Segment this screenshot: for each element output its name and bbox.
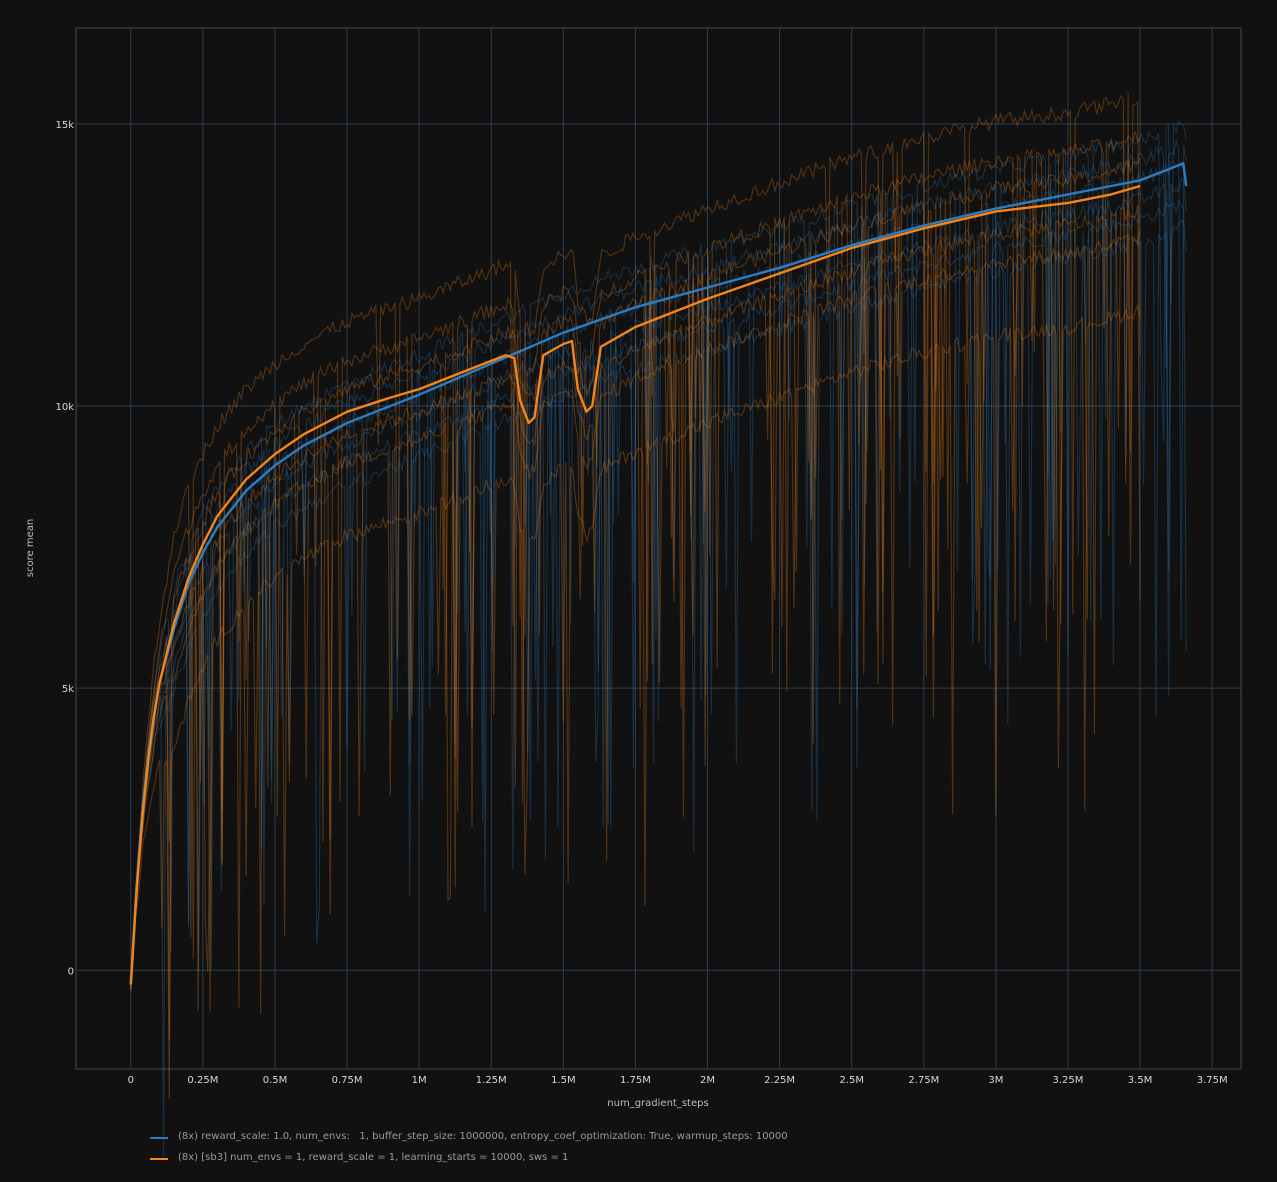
- x-tick-label: 0.75M: [332, 1075, 363, 1086]
- legend: (8x) reward_scale: 1.0, num_envs: 1, buf…: [150, 1131, 788, 1163]
- run-trace-1-5: [130, 91, 1141, 992]
- x-axis-title: num_gradient_steps: [607, 1098, 708, 1109]
- run-trace-1-3: [130, 157, 1141, 1041]
- y-axis-title: score mean: [25, 519, 36, 577]
- x-tick-label: 0: [128, 1075, 134, 1086]
- plot-frame: [75, 27, 1242, 1070]
- y-tick-label: 15k: [55, 120, 74, 131]
- y-tick-label: 0: [68, 966, 74, 977]
- x-tick-label: 2.5M: [839, 1075, 864, 1086]
- grid-lines: [76, 28, 1241, 1069]
- tick-labels: 0 0.25M 0.5M 0.75M 1M 1.25M 1.5M 1.75M 2M 2.25M 2.…: [55, 120, 1227, 1086]
- series-line-1[interactable]: [129, 184, 1141, 985]
- y-tick-label: 10k: [55, 402, 74, 413]
- run-trace-0-0: [130, 198, 1187, 983]
- x-tick-label: 3M: [988, 1075, 1003, 1086]
- x-tick-label: 2.25M: [764, 1075, 795, 1086]
- x-tick-label: 0.5M: [263, 1075, 288, 1086]
- run-trace-0-1: [130, 177, 1187, 1157]
- x-tick-label: 2.75M: [908, 1075, 939, 1086]
- run-trace-0-5: [130, 219, 1187, 989]
- legend-label-series-0[interactable]: (8x) reward_scale: 1.0, num_envs: 1, buf…: [178, 1131, 788, 1142]
- run-trace-0-3: [130, 138, 1187, 990]
- run-trace-1-0: [130, 303, 1141, 1100]
- x-tick-label: 1.25M: [476, 1075, 507, 1086]
- run-trace-1-2: [130, 204, 1141, 1012]
- legend-label-series-1[interactable]: (8x) [sb3] num_envs = 1, reward_scale = …: [178, 1152, 568, 1163]
- run-trace-1-4: [130, 131, 1141, 989]
- run-traces: [130, 91, 1187, 1157]
- x-tick-label: 1.75M: [620, 1075, 651, 1086]
- series-lines: [129, 162, 1188, 985]
- y-tick-label: 5k: [62, 684, 74, 695]
- x-tick-label: 1.5M: [551, 1075, 576, 1086]
- x-tick-label: 0.25M: [187, 1075, 218, 1086]
- x-tick-label: 1M: [412, 1075, 427, 1086]
- run-trace-1-1: [130, 229, 1141, 1014]
- run-trace-0-4: [130, 119, 1187, 983]
- x-tick-label: 3.5M: [1128, 1075, 1153, 1086]
- x-tick-label: 3.25M: [1053, 1075, 1084, 1086]
- x-tick-label: 2M: [700, 1075, 715, 1086]
- x-tick-label: 3.75M: [1197, 1075, 1228, 1086]
